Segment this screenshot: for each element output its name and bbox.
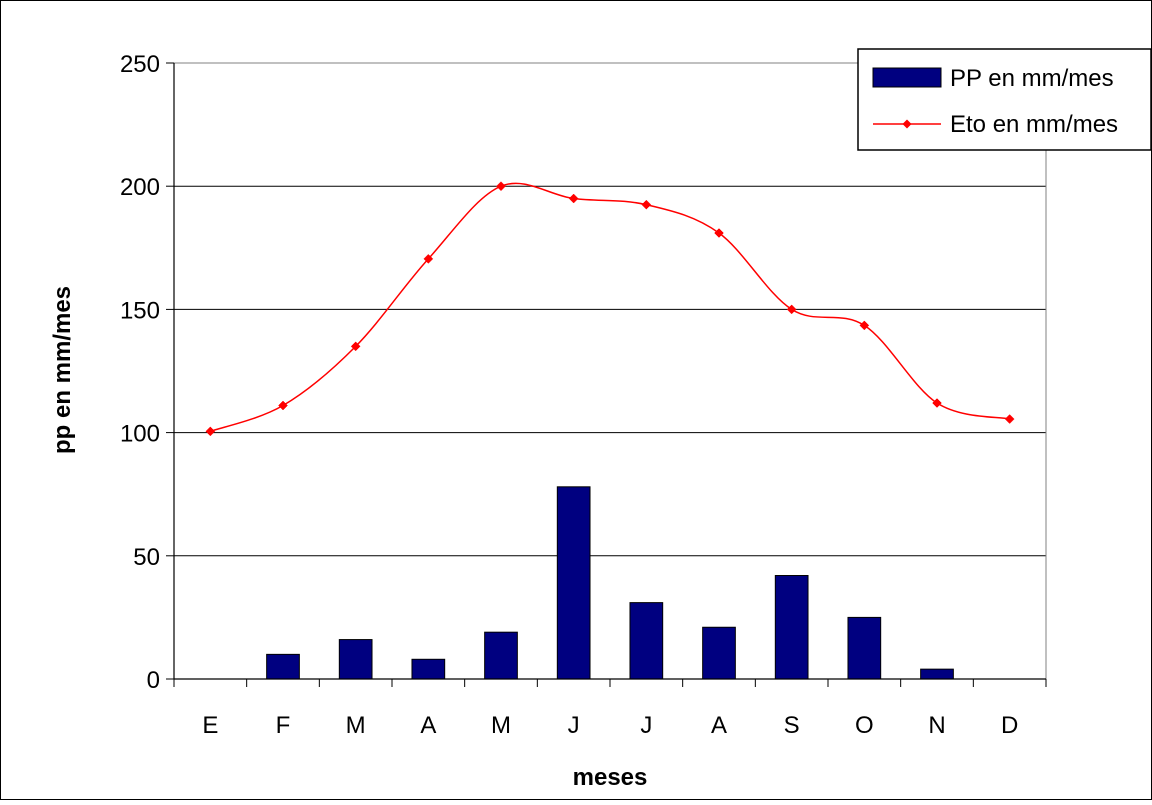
bar bbox=[266, 653, 300, 680]
eto-point bbox=[496, 181, 506, 192]
eto-point bbox=[423, 254, 434, 264]
x-tick-label: J bbox=[640, 712, 652, 739]
eto-point bbox=[932, 398, 942, 408]
legend: PP en mm/mes Eto en mm/mes bbox=[857, 48, 1152, 151]
bar bbox=[847, 616, 882, 680]
y-tick-label: 200 bbox=[120, 174, 160, 201]
bar bbox=[411, 658, 446, 680]
x-tick-label: N bbox=[928, 712, 945, 739]
bar bbox=[702, 626, 736, 680]
eto-point bbox=[714, 228, 724, 238]
legend-box bbox=[857, 48, 1152, 151]
bar bbox=[556, 486, 591, 680]
x-tick-label: E bbox=[202, 712, 218, 739]
eto-point bbox=[205, 426, 216, 437]
bar-series bbox=[266, 486, 954, 680]
y-tick-label: 0 bbox=[147, 667, 160, 694]
y-axis-label: pp en mm/mes bbox=[49, 286, 76, 454]
bar bbox=[774, 575, 809, 680]
x-axis-label: meses bbox=[573, 764, 648, 791]
x-tick-label: O bbox=[855, 712, 874, 739]
line-series bbox=[205, 181, 1015, 437]
x-tick-label: M bbox=[346, 712, 366, 739]
y-tick-label: 100 bbox=[120, 421, 160, 448]
eto-point bbox=[1004, 414, 1015, 424]
legend-label-eto: Eto en mm/mes bbox=[950, 111, 1118, 138]
x-tick-label: S bbox=[784, 712, 800, 739]
x-tick-label: M bbox=[491, 712, 511, 739]
bar bbox=[629, 602, 664, 680]
axes: 0 50 100 150 200 250 E F M A M J J A S O N D bbox=[120, 51, 1047, 739]
x-tick-label: F bbox=[276, 712, 291, 739]
eto-point bbox=[350, 341, 361, 352]
eto-point bbox=[568, 193, 579, 204]
bar bbox=[484, 631, 518, 680]
bar bbox=[920, 668, 954, 680]
x-tick-label: A bbox=[420, 712, 436, 739]
y-tick-label: 250 bbox=[120, 51, 160, 78]
x-tick-label: A bbox=[711, 712, 727, 739]
eto-point bbox=[786, 304, 797, 315]
x-tick-label: D bbox=[1001, 712, 1018, 739]
y-tick-label: 50 bbox=[133, 544, 160, 571]
legend-marker-eto bbox=[902, 119, 912, 129]
x-tick-label: J bbox=[568, 712, 580, 739]
y-tick-label: 150 bbox=[120, 297, 160, 324]
eto-point bbox=[859, 320, 870, 331]
legend-swatch-pp bbox=[872, 67, 942, 88]
bar bbox=[338, 639, 373, 680]
legend-label-pp: PP en mm/mes bbox=[950, 65, 1114, 92]
eto-point bbox=[278, 400, 288, 411]
eto-point bbox=[641, 199, 652, 210]
